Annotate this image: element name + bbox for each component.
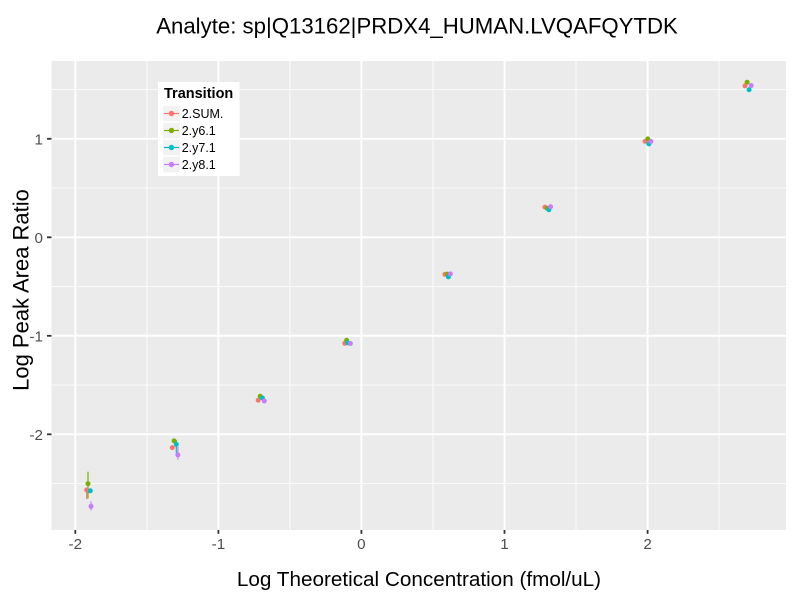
svg-text:2.SUM.: 2.SUM. (182, 107, 224, 121)
svg-text:0: 0 (357, 536, 365, 553)
svg-text:-2: -2 (69, 536, 83, 553)
svg-text:2.y6.1: 2.y6.1 (182, 124, 216, 138)
svg-text:-1: -1 (212, 536, 226, 553)
svg-text:2: 2 (643, 536, 651, 553)
svg-text:2.y8.1: 2.y8.1 (182, 158, 216, 172)
svg-text:0: 0 (35, 230, 43, 247)
svg-text:-2: -2 (29, 427, 43, 444)
svg-text:Transition: Transition (164, 86, 233, 102)
svg-text:Analyte: sp|Q13162|PRDX4_HUMAN: Analyte: sp|Q13162|PRDX4_HUMAN.LVQAFQYTD… (156, 14, 678, 39)
svg-text:1: 1 (500, 536, 508, 553)
svg-text:2.y7.1: 2.y7.1 (182, 141, 216, 155)
svg-text:-1: -1 (29, 329, 43, 346)
svg-text:1: 1 (35, 132, 43, 149)
svg-text:Log Theoretical Concentration: Log Theoretical Concentration (fmol/uL) (237, 568, 601, 591)
svg-text:Log Peak Area Ratio: Log Peak Area Ratio (9, 189, 34, 391)
